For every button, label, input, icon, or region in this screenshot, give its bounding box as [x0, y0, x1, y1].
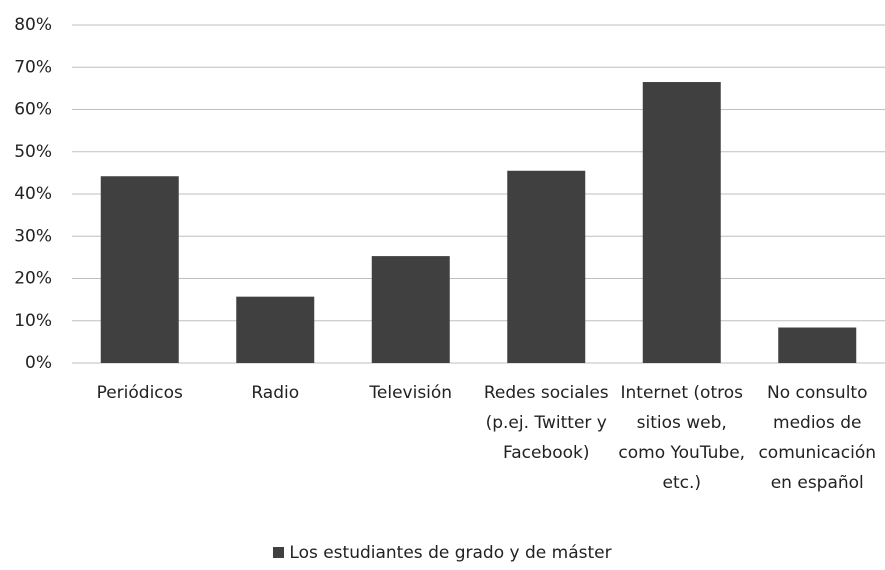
legend-label: Los estudiantes de grado y de máster	[289, 543, 612, 563]
y-tick-label: 80%	[14, 15, 52, 35]
x-tick-label: Redes sociales (p.ej. Twitter y Facebook…	[483, 383, 609, 463]
bar	[778, 327, 857, 363]
x-tick-label: Televisión	[369, 383, 453, 403]
bar	[507, 170, 586, 363]
bar	[642, 82, 721, 363]
x-tick-label: Radio	[251, 383, 300, 403]
y-tick-label: 50%	[14, 142, 52, 162]
y-tick-label: 30%	[14, 226, 52, 246]
y-tick-label: 0%	[25, 353, 52, 373]
bar	[236, 296, 315, 363]
legend: Los estudiantes de grado y de máster	[0, 543, 885, 563]
x-tick-label: Periódicos	[96, 383, 183, 403]
x-tick-label: Internet (otros sitios web, como YouTube…	[618, 383, 746, 493]
y-tick-label: 40%	[14, 184, 52, 204]
y-tick-label: 60%	[14, 100, 52, 120]
y-tick-label: 70%	[14, 57, 52, 77]
x-tick-label: No consulto medios de comunicación en es…	[758, 383, 877, 493]
bar	[100, 176, 179, 363]
bar	[371, 256, 450, 363]
y-tick-label: 10%	[14, 311, 52, 331]
legend-swatch	[273, 547, 285, 558]
y-tick-label: 20%	[14, 269, 52, 289]
